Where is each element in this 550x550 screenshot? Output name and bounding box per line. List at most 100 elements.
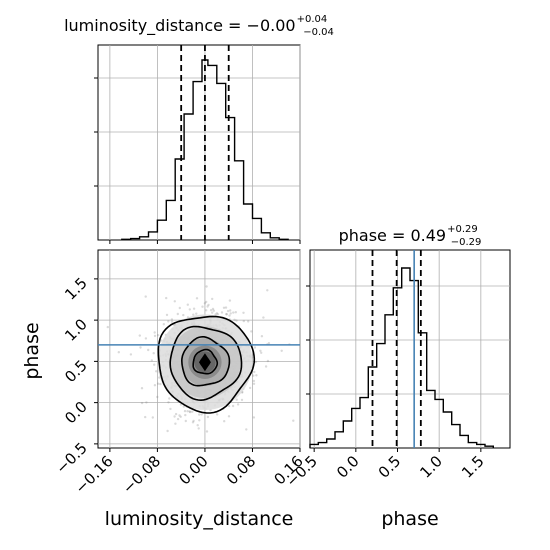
sample-point (207, 303, 210, 307)
sample-point (200, 413, 203, 416)
sample-point (188, 410, 191, 413)
sample-point (159, 382, 162, 386)
sample-point (195, 312, 198, 315)
peak-marker (198, 353, 211, 372)
sample-point (198, 413, 201, 416)
sample-point (227, 415, 231, 418)
sample-point (153, 334, 157, 338)
sample-point (236, 403, 240, 406)
sample-point (225, 312, 228, 316)
sample-point (262, 316, 265, 319)
sample-point (292, 419, 295, 422)
sample-point (167, 401, 170, 404)
sample-point (267, 342, 271, 345)
joint-panel (98, 285, 300, 433)
sample-point (216, 313, 220, 316)
sample-point (225, 313, 228, 316)
sample-point (153, 331, 156, 334)
sample-point (139, 346, 142, 349)
sample-point (206, 415, 210, 419)
contour-line (169, 325, 243, 402)
hist-panel-ld (121, 45, 289, 240)
y-axis-label-phase: phase (21, 322, 43, 379)
sample-point (242, 319, 245, 323)
grid-layer (98, 45, 510, 448)
sample-point (205, 309, 208, 312)
sample-point (153, 384, 157, 387)
sample-point (214, 313, 217, 316)
sample-point (245, 428, 248, 431)
sample-point (138, 334, 141, 337)
sample-point (259, 349, 262, 352)
contour-line (157, 315, 256, 414)
sample-point (165, 313, 169, 317)
sample-point (162, 323, 165, 326)
sample-point (205, 285, 208, 288)
x-tick-label: 0.08 (223, 452, 259, 488)
sample-point (260, 335, 264, 338)
sample-point (252, 379, 256, 383)
y-tick-label: 1.0 (61, 315, 91, 345)
sample-point (144, 337, 148, 340)
sample-point (233, 318, 236, 321)
sample-point (140, 387, 144, 390)
x-tick-label: 1.0 (416, 452, 446, 482)
sample-point (247, 320, 250, 323)
sample-point (234, 311, 237, 314)
sample-point (117, 351, 121, 354)
sample-point (216, 413, 219, 416)
sample-point (147, 348, 150, 352)
sample-point (140, 401, 144, 405)
sample-point (215, 312, 219, 315)
x-tick-label: 0.5 (375, 452, 405, 482)
sample-point (174, 422, 177, 425)
sample-point (240, 398, 244, 402)
x-tick-label: 0.00 (175, 452, 211, 488)
sample-point (222, 306, 226, 309)
sample-point (151, 416, 154, 419)
sample-point (191, 421, 195, 424)
sample-point (227, 404, 231, 408)
sample-point (212, 309, 215, 312)
x-tick-label: −0.08 (119, 452, 164, 497)
title-ld-sub: −0.04 (303, 27, 334, 38)
sample-point (156, 334, 160, 337)
sample-point (260, 351, 263, 354)
sample-point (235, 319, 238, 322)
sample-point (206, 305, 209, 308)
sample-point (145, 401, 148, 404)
sample-point (182, 405, 185, 408)
x-tick-label: 0.0 (333, 452, 363, 482)
sample-point (252, 382, 256, 385)
title-ld-sup: +0.04 (297, 14, 328, 25)
sample-point (250, 330, 253, 333)
sample-point (173, 300, 176, 303)
sample-point (156, 395, 159, 399)
sample-point (197, 427, 200, 430)
sample-point (184, 413, 187, 417)
sample-point (205, 430, 209, 433)
sample-point (195, 297, 199, 300)
y-tick-label: 0.5 (61, 356, 91, 386)
x-axis-label-phase: phase (381, 508, 438, 530)
sample-point (196, 424, 199, 427)
sample-point (186, 410, 189, 413)
sample-point (192, 313, 195, 316)
sample-point (144, 295, 147, 298)
sample-point (150, 359, 153, 362)
title-phase-main: phase = 0.49 (339, 226, 446, 245)
sample-point (184, 419, 187, 423)
sample-point (178, 414, 181, 417)
sample-point (170, 320, 174, 323)
sample-point (169, 407, 172, 411)
sample-point (167, 320, 170, 323)
sample-point (226, 309, 230, 313)
sample-point (176, 312, 179, 316)
sample-point (192, 419, 195, 423)
sample-point (173, 415, 176, 418)
sample-point (191, 410, 194, 413)
sample-point (229, 309, 232, 312)
sample-point (280, 349, 283, 352)
contour-line (180, 336, 231, 387)
sample-point (201, 305, 204, 308)
